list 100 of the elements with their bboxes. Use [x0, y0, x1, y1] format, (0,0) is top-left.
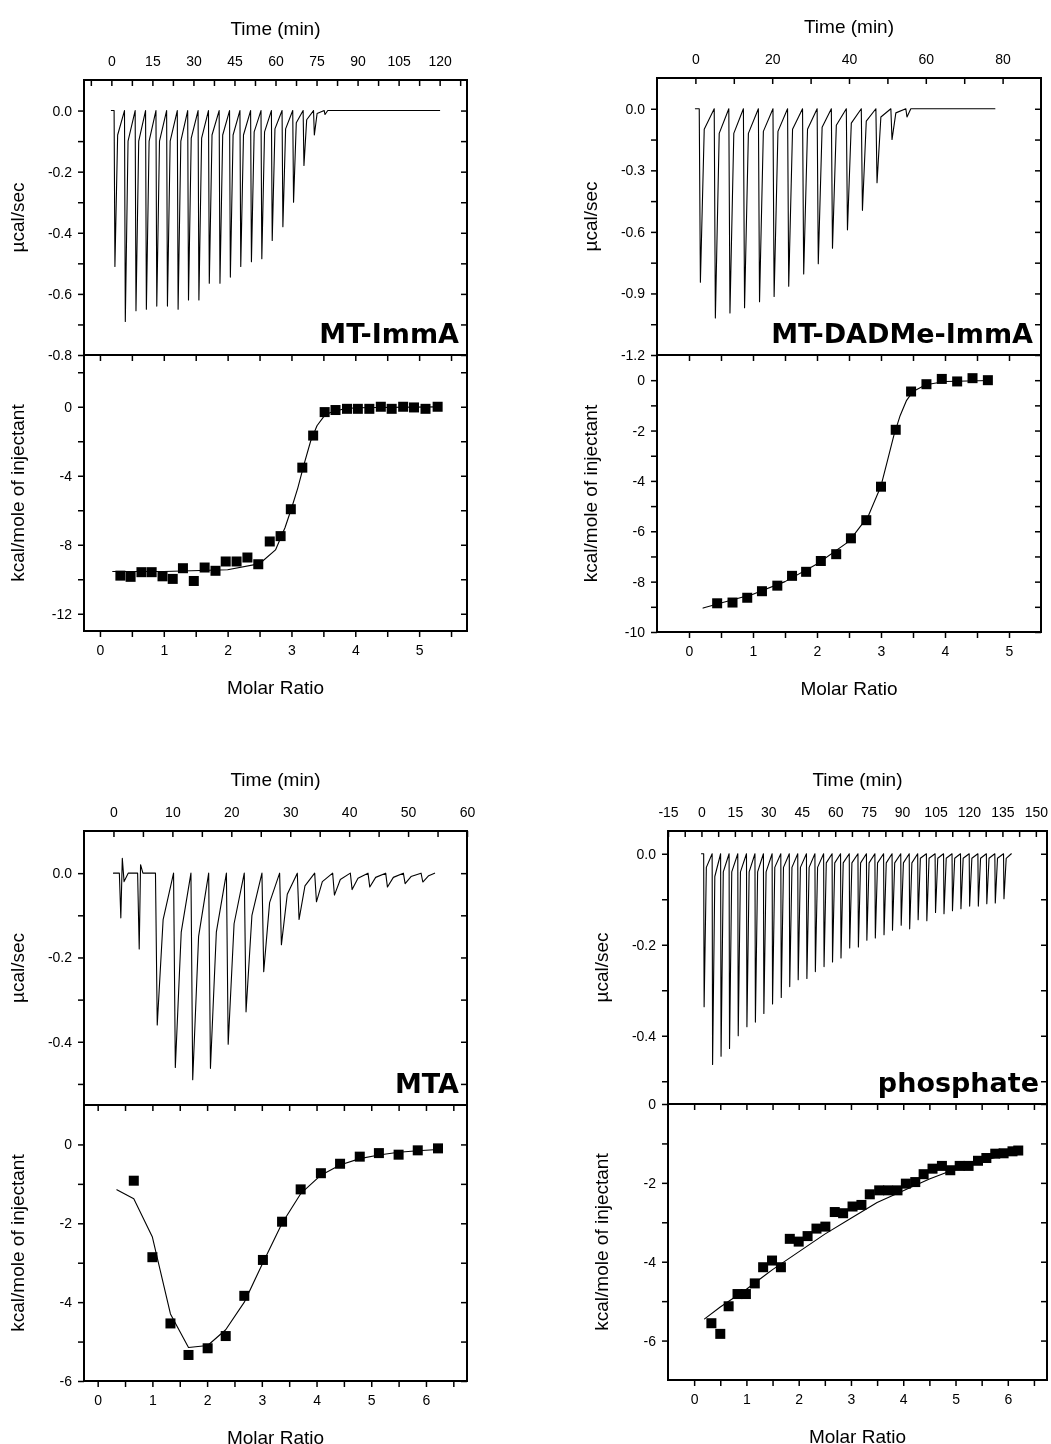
line-series: [110, 110, 441, 322]
y-tick-label: -0.6: [620, 223, 646, 240]
y-tick-label: -10: [624, 623, 646, 640]
y-tick-label: 0.0: [52, 102, 73, 119]
x-tick-label: 135: [991, 804, 1015, 820]
y-tick-label: -4: [632, 472, 646, 489]
y-tick-label: -8: [59, 536, 73, 553]
x-tick-label: 1: [160, 641, 169, 658]
x-tick-label: 0: [107, 53, 116, 69]
point: [199, 562, 210, 573]
x-tick-label: 120: [957, 804, 982, 820]
x-tick-label: 4: [899, 1390, 908, 1407]
x-tick-label: 90: [894, 804, 911, 820]
x-tick-label: 105: [387, 53, 411, 69]
y-tick-label: -4: [59, 1294, 73, 1311]
point: [740, 1289, 751, 1300]
x-tick-label: 90: [350, 53, 367, 69]
x-axis-title: Time (min): [230, 18, 321, 39]
point: [220, 1331, 231, 1342]
x-tick-label: 1: [148, 1391, 157, 1408]
y-tick-label: -6: [59, 1372, 73, 1389]
y-tick-label: -6: [632, 523, 646, 540]
y-axis-title: kcal/mole of injectant: [7, 1153, 28, 1332]
x-tick-label: 6: [1004, 1390, 1013, 1407]
x-tick-label: 5: [367, 1391, 376, 1408]
point: [874, 1185, 885, 1196]
point: [146, 567, 157, 578]
point: [784, 1233, 795, 1244]
point: [715, 1328, 726, 1339]
y-tick-label: -0.9: [620, 285, 646, 302]
x-tick-label: 30: [186, 53, 202, 69]
point: [183, 1349, 194, 1360]
x-tick-label: 105: [924, 804, 948, 820]
y-tick-label: -12: [51, 605, 73, 622]
x-tick-label: 2: [224, 641, 233, 658]
x-tick-label: 6: [422, 1391, 431, 1408]
x-tick-label: 0: [698, 804, 707, 820]
point: [136, 567, 147, 578]
x-tick-label: 4: [313, 1391, 322, 1408]
x-tick-label: 30: [761, 804, 777, 820]
x-tick-label: 150: [1024, 804, 1049, 820]
point: [767, 1255, 778, 1266]
y-tick-label: -4: [59, 467, 73, 484]
point: [1013, 1145, 1024, 1156]
point: [375, 401, 386, 412]
x-tick-label: 4: [941, 642, 950, 659]
x-tick-label: 120: [428, 53, 453, 69]
point: [793, 1236, 804, 1247]
x-tick-label: 50: [400, 804, 417, 820]
point: [758, 1262, 769, 1273]
x-tick-label: 60: [918, 51, 935, 67]
y-axis-title: kcal/mole of injectant: [591, 1152, 612, 1331]
point: [147, 1252, 158, 1263]
x-tick-label: 0: [690, 1390, 699, 1407]
y-tick-label: -0.2: [47, 163, 73, 180]
x-tick-label: 2: [813, 642, 822, 659]
x-tick-label: 0: [96, 641, 105, 658]
y-tick-label: -0.4: [47, 224, 73, 241]
x-tick-label: 75: [861, 804, 878, 820]
y-axis-title: µcal/sec: [7, 932, 28, 1004]
x-tick-label: 20: [224, 804, 240, 820]
annotation: MTA: [394, 1068, 460, 1099]
point: [231, 556, 242, 567]
point: [820, 1221, 831, 1232]
y-axis-title: µcal/sec: [7, 182, 28, 253]
x-tick-label: 4: [351, 641, 360, 658]
point: [188, 575, 199, 586]
point: [856, 1199, 867, 1210]
x-tick-label: 10: [165, 804, 181, 820]
x-tick-label: 20: [764, 51, 781, 67]
y-tick-label: -8: [632, 573, 646, 590]
y-axis-title: µcal/sec: [591, 932, 612, 1003]
x-tick-label: 5: [952, 1390, 961, 1407]
point: [220, 556, 231, 567]
y-tick-label: -0.2: [47, 949, 73, 966]
y-tick-label: 0: [64, 1136, 73, 1153]
point: [706, 1318, 717, 1329]
point: [264, 536, 275, 547]
point: [811, 1223, 822, 1234]
x-tick-label: 5: [1005, 642, 1014, 659]
x-tick-label: 40: [841, 51, 858, 67]
point: [864, 1189, 875, 1200]
y-tick-label: 0.0: [625, 100, 646, 117]
y-tick-label: -1.2: [620, 346, 646, 363]
x-tick-label: 1: [743, 1390, 752, 1407]
x-axis-title: Molar Ratio: [226, 677, 325, 698]
x-tick-label: 15: [727, 804, 744, 820]
x-tick-label: 60: [827, 804, 844, 820]
point: [165, 1318, 176, 1329]
annotation: MT-ImmA: [319, 318, 460, 349]
point: [723, 1301, 734, 1312]
y-tick-label: -0.2: [631, 936, 657, 953]
x-tick-label: 60: [268, 53, 284, 69]
y-axis-title: kcal/mole of injectant: [7, 403, 28, 582]
x-tick-label: 15: [145, 53, 161, 69]
point: [386, 403, 397, 414]
point: [433, 1143, 443, 1154]
x-tick-label: 45: [227, 53, 243, 69]
x-tick-label: 60: [459, 804, 476, 820]
point: [125, 571, 136, 582]
